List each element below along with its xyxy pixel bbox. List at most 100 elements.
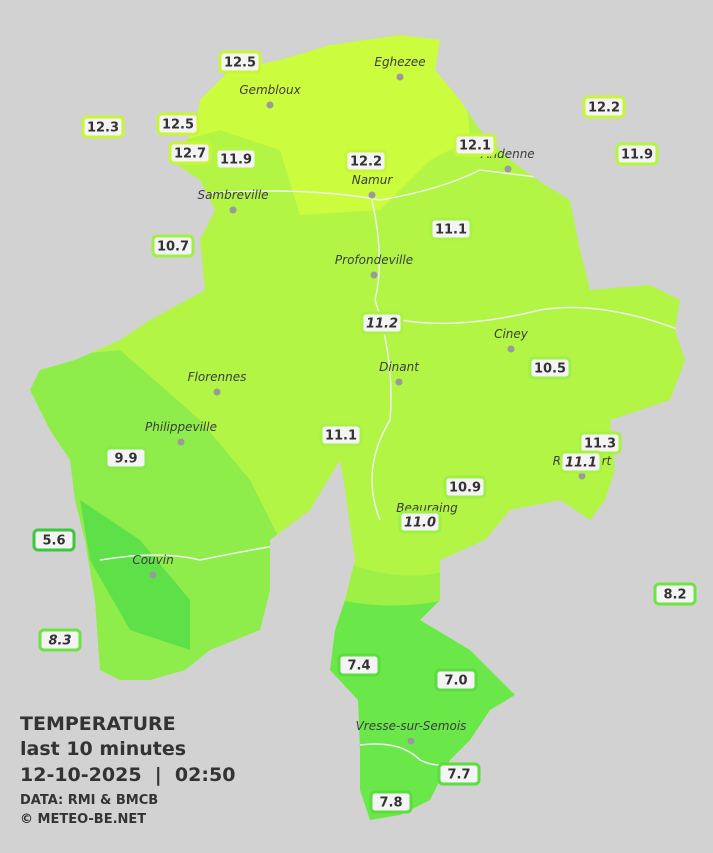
station-value: 12.2 bbox=[588, 101, 620, 116]
station: 11.9 bbox=[214, 147, 258, 171]
station-box bbox=[398, 510, 442, 534]
station: 8.2 bbox=[653, 582, 697, 606]
station-box bbox=[443, 475, 487, 499]
station-value: 12.5 bbox=[224, 56, 256, 71]
station: 11.2 bbox=[360, 311, 404, 335]
station-box bbox=[151, 234, 195, 258]
station-box bbox=[104, 446, 148, 470]
station: 10.5 bbox=[528, 356, 572, 380]
station-value: 11.1 bbox=[565, 456, 597, 471]
town-label: Namur bbox=[352, 173, 394, 187]
station: 7.4 bbox=[337, 653, 381, 677]
legend-title: TEMPERATURE bbox=[20, 713, 176, 735]
town-label: Sambreville bbox=[197, 188, 268, 202]
station-value: 5.6 bbox=[42, 534, 65, 549]
town-dot bbox=[507, 345, 515, 353]
station: 12.2 bbox=[582, 95, 626, 119]
station: 11.9 bbox=[615, 142, 659, 166]
station-value: 12.7 bbox=[174, 147, 206, 162]
town-label: Profondeville bbox=[335, 253, 413, 267]
station-value: 12.3 bbox=[87, 121, 119, 136]
station: 11.1 bbox=[559, 450, 603, 474]
station-value: 11.1 bbox=[325, 429, 357, 444]
town-dot bbox=[266, 101, 274, 109]
station-value: 11.0 bbox=[404, 516, 436, 531]
station: 12.5 bbox=[218, 50, 262, 74]
town-dot bbox=[396, 73, 404, 81]
town-dot bbox=[370, 271, 378, 279]
station-box bbox=[360, 311, 404, 335]
town-label: Ciney bbox=[494, 327, 529, 341]
station: 12.2 bbox=[344, 149, 388, 173]
legend-source: DATA: RMI & BMCB bbox=[20, 793, 158, 808]
station-box bbox=[434, 668, 478, 692]
station-value: 8.2 bbox=[663, 588, 686, 603]
town-dot bbox=[368, 191, 376, 199]
town-label: Couvin bbox=[132, 553, 173, 567]
station-box bbox=[214, 147, 258, 171]
station-box bbox=[319, 423, 363, 447]
station: 8.3 bbox=[38, 628, 82, 652]
station-box bbox=[582, 95, 626, 119]
station-box bbox=[32, 528, 76, 552]
station: 9.9 bbox=[104, 446, 148, 470]
station: 11.1 bbox=[319, 423, 363, 447]
town-dot bbox=[177, 438, 185, 446]
station-value: 11.2 bbox=[366, 317, 398, 332]
station-box bbox=[369, 790, 413, 814]
station-box bbox=[437, 762, 481, 786]
station-value: 12.2 bbox=[350, 155, 382, 170]
station-value: 7.7 bbox=[447, 768, 470, 783]
station-value: 11.9 bbox=[220, 153, 252, 168]
station-box bbox=[559, 450, 603, 474]
towns: EghezeeGemblouxNamurAndenneSambrevillePr… bbox=[132, 55, 613, 745]
town-dot bbox=[395, 378, 403, 386]
station: 12.1 bbox=[453, 133, 497, 157]
station: 7.0 bbox=[434, 668, 478, 692]
station-value: 10.7 bbox=[157, 240, 189, 255]
station: 7.8 bbox=[369, 790, 413, 814]
station-box bbox=[429, 217, 473, 241]
station-box bbox=[156, 112, 200, 136]
station: 5.6 bbox=[32, 528, 76, 552]
station: 11.3 bbox=[578, 431, 622, 455]
town-dot bbox=[229, 206, 237, 214]
station-value: 11.3 bbox=[584, 437, 616, 452]
station-value: 9.9 bbox=[114, 452, 137, 467]
station: 11.1 bbox=[429, 217, 473, 241]
town-label: Eghezee bbox=[374, 55, 425, 69]
station: 12.5 bbox=[156, 112, 200, 136]
station: 12.3 bbox=[81, 115, 125, 139]
station-box bbox=[453, 133, 497, 157]
station: 11.0 bbox=[398, 510, 442, 534]
stations: 12.5 12.3 12.5 12.7 11.9 12.2 12.1 12.2 11.9 10.7… bbox=[32, 50, 697, 814]
station-value: 8.3 bbox=[48, 634, 71, 649]
station: 10.9 bbox=[443, 475, 487, 499]
town-label: Vresse-sur-Semois bbox=[356, 719, 467, 733]
legend-credit: © METEO-BE.NET bbox=[20, 812, 146, 827]
legend-datetime: 12-10-2025 | 02:50 bbox=[20, 764, 235, 786]
legend-subtitle: last 10 minutes bbox=[20, 738, 186, 760]
station-value: 12.5 bbox=[162, 118, 194, 133]
station-value: 10.5 bbox=[534, 362, 566, 377]
station-value: 12.1 bbox=[459, 139, 491, 154]
station-value: 7.0 bbox=[444, 674, 467, 689]
station-box bbox=[81, 115, 125, 139]
station: 7.7 bbox=[437, 762, 481, 786]
station-box bbox=[337, 653, 381, 677]
station-box bbox=[615, 142, 659, 166]
station-value: 11.9 bbox=[621, 148, 653, 163]
station-box bbox=[528, 356, 572, 380]
station: 12.7 bbox=[168, 141, 212, 165]
town-label: Philippeville bbox=[145, 420, 217, 434]
station-box bbox=[38, 628, 82, 652]
station-box bbox=[653, 582, 697, 606]
station-box bbox=[344, 149, 388, 173]
station-box bbox=[168, 141, 212, 165]
town-dot bbox=[407, 737, 415, 745]
town-label: Florennes bbox=[188, 370, 247, 384]
town-label: Dinant bbox=[379, 360, 420, 374]
town-label: Gembloux bbox=[239, 83, 301, 97]
station-box bbox=[218, 50, 262, 74]
town-dot bbox=[504, 165, 512, 173]
